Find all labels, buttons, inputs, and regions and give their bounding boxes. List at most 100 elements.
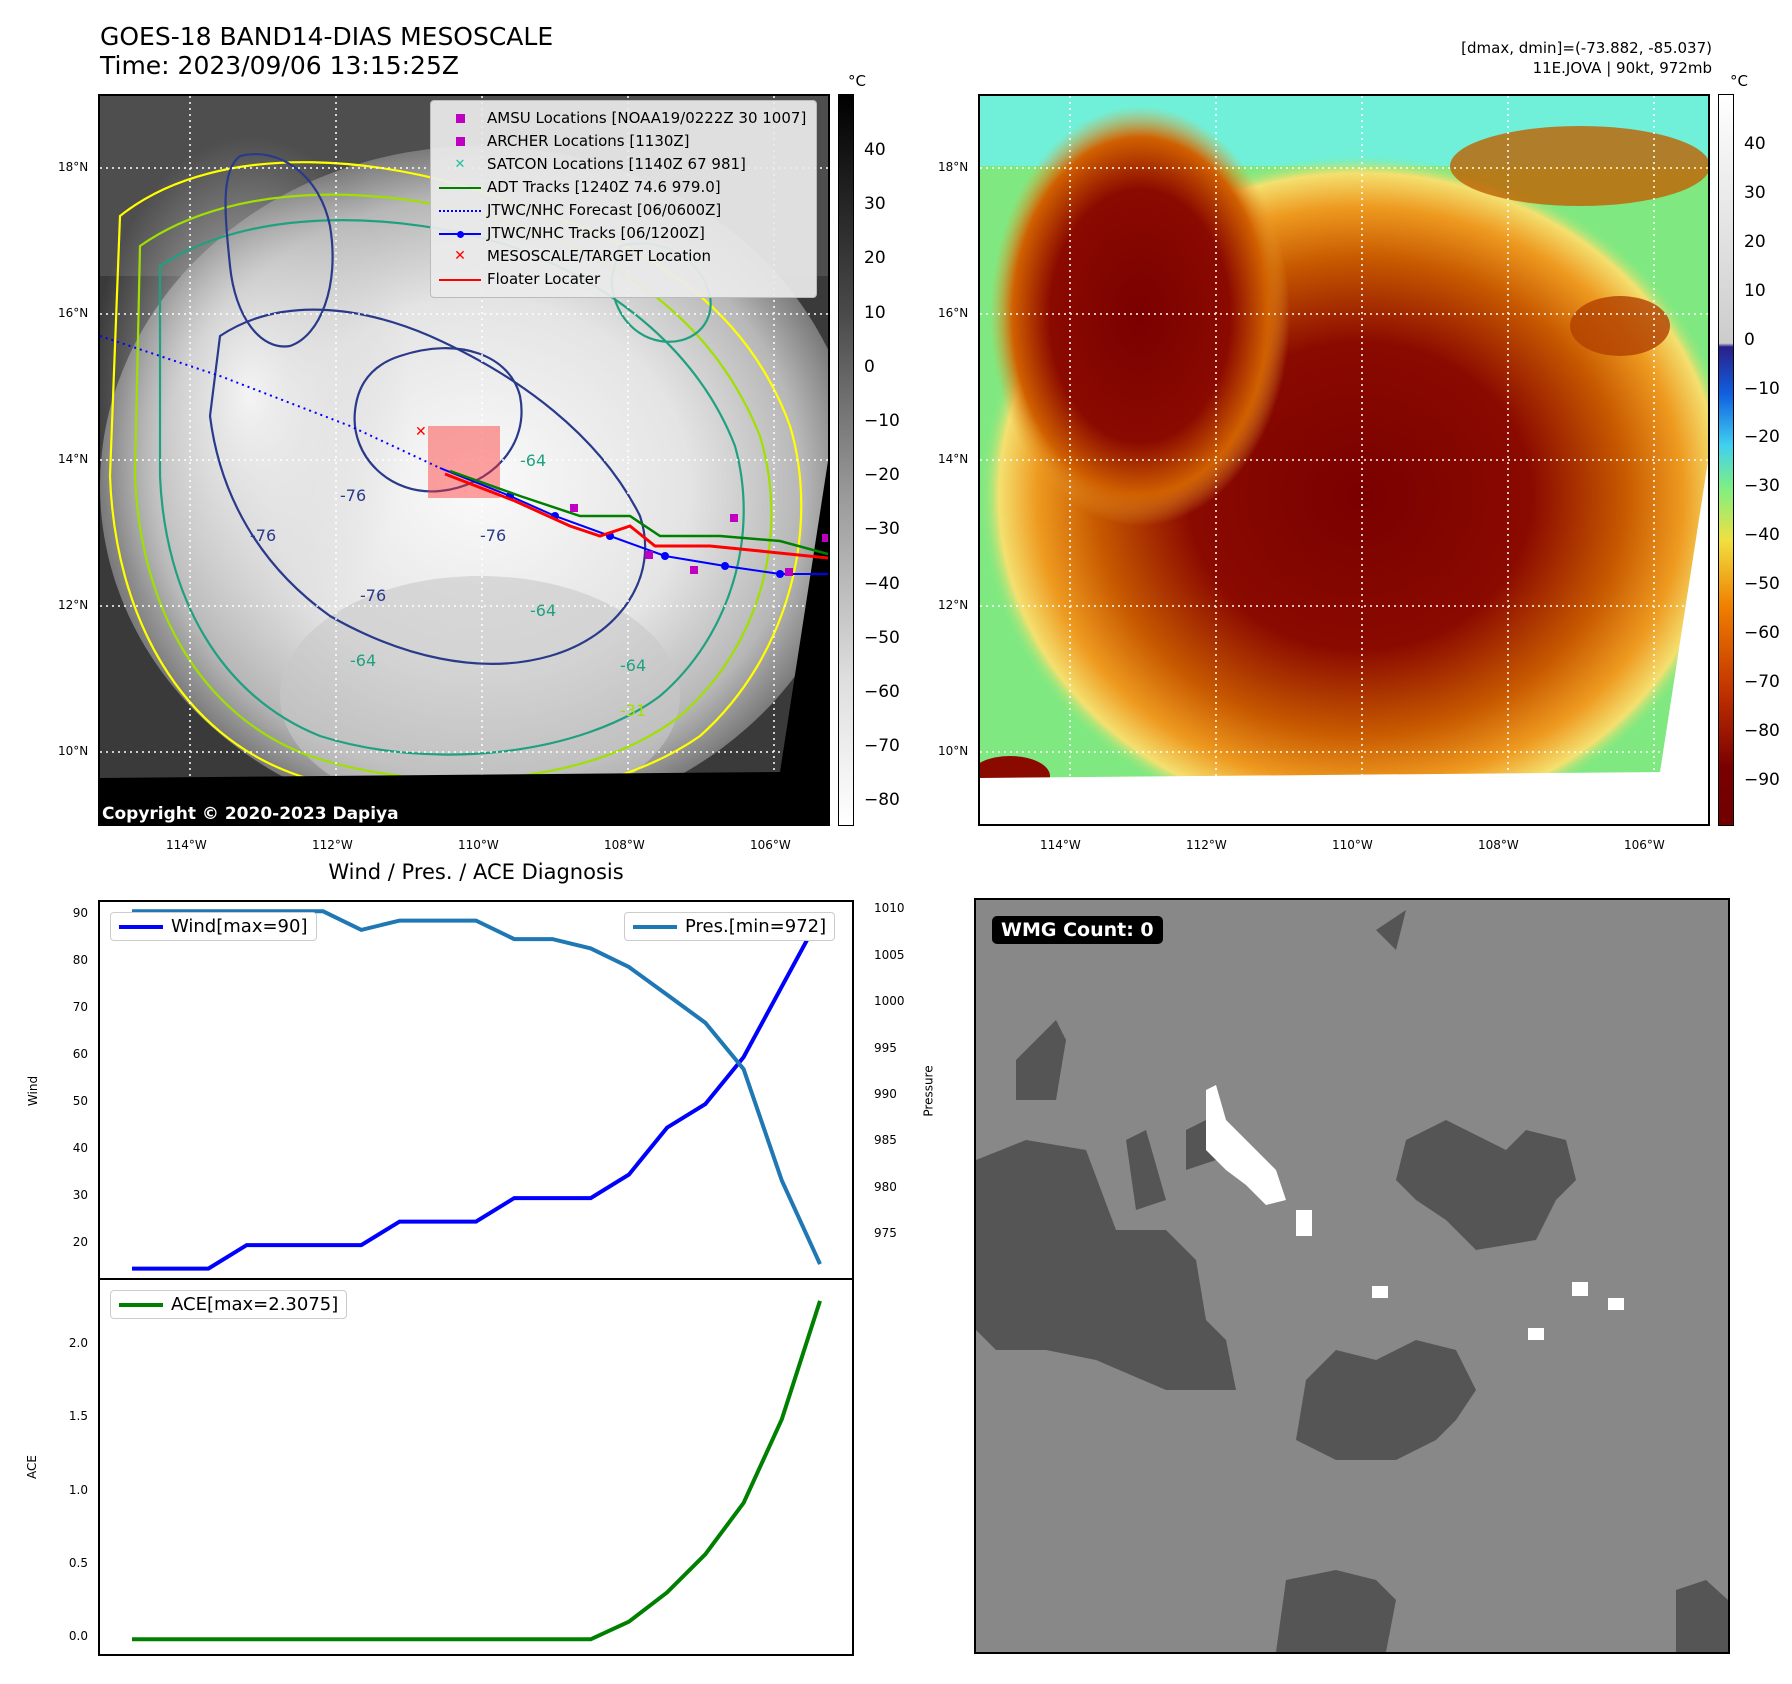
dmax-dmin-text: [dmax, dmin]=(-73.882, -85.037) <box>1461 39 1712 57</box>
lat-label: 18°N <box>58 160 89 174</box>
ace-chart-panel <box>98 1278 854 1656</box>
colorbar-tick: 0 <box>864 356 875 377</box>
storm-info: [dmax, dmin]=(-73.882, -85.037) 11E.JOVA… <box>1461 38 1712 78</box>
axis-tick-label: 50 <box>72 1094 88 1109</box>
colorbar-tick: −50 <box>864 627 900 648</box>
contour-label: -64 <box>620 656 646 675</box>
wind-axis-label: Wind <box>26 1075 41 1107</box>
legend-line-marker <box>439 181 481 195</box>
colorbar-tick: 40 <box>1744 134 1766 154</box>
wmg-panel <box>974 898 1730 1654</box>
legend-item-adt: ADT Tracks [1240Z 74.6 979.0] <box>439 176 806 199</box>
legend-square-marker <box>439 135 481 149</box>
axis-tick-label: 985 <box>874 1133 897 1148</box>
contour-label: -76 <box>360 586 386 605</box>
colorbar-tick: 20 <box>864 248 886 269</box>
axis-tick-label: 1000 <box>874 994 905 1009</box>
lon-label: 114°W <box>166 838 207 852</box>
ace-legend: ACE[max=2.3075] <box>110 1290 348 1319</box>
colorbar-tick: −30 <box>864 519 900 540</box>
lon-label: 106°W <box>1624 838 1665 852</box>
colorbar-tick: 30 <box>864 194 886 215</box>
colorbar-tick: 40 <box>864 140 886 160</box>
legend-dotted-marker <box>439 204 481 218</box>
wind-pres-chart <box>132 909 822 1271</box>
lat-label: 16°N <box>58 306 89 320</box>
ace-series-line <box>132 1300 822 1642</box>
figure-title: GOES-18 BAND14-DIAS MESOSCALE Time: 2023… <box>100 22 554 80</box>
contour-label: -64 <box>530 601 556 620</box>
colorbar-tick: −30 <box>1744 476 1780 497</box>
colorbar-tick: −70 <box>864 736 900 757</box>
axis-tick-label: 980 <box>874 1179 897 1194</box>
colorbar-left <box>838 94 854 826</box>
colorbar-right-unit: °C <box>1730 72 1748 90</box>
colorbar-tick: −20 <box>1744 427 1780 448</box>
wmg-count-badge: WMG Count: 0 <box>992 916 1163 944</box>
legend-x-marker: ✕ <box>454 157 466 172</box>
lon-label: 112°W <box>1186 838 1227 852</box>
axis-tick-label: 2.0 <box>68 1336 88 1350</box>
lon-label: 106°W <box>750 838 791 852</box>
axis-tick-label: 70 <box>72 1000 88 1015</box>
colorbar-left-unit: °C <box>848 72 866 90</box>
colorbar-tick: −20 <box>864 465 900 486</box>
axis-tick-label: 1010 <box>874 901 905 916</box>
axis-tick-label: 0.0 <box>68 1629 88 1644</box>
legend-item-archer: ARCHER Locations [1130Z] <box>439 130 806 153</box>
axis-tick-label: 1.5 <box>68 1409 88 1424</box>
legend-item-jtwc-track: JTWC/NHC Tracks [06/1200Z] <box>439 222 806 245</box>
axis-tick-label: 995 <box>874 1040 897 1055</box>
lon-label: 110°W <box>458 838 499 852</box>
lat-label: 18°N <box>938 160 969 174</box>
pressure-legend: Pres.[min=972] <box>624 912 836 941</box>
colorbar-tick: 20 <box>1744 231 1766 252</box>
lat-label: 10°N <box>938 744 969 758</box>
diagnosis-title: Wind / Pres. / ACE Diagnosis <box>328 860 624 884</box>
ace-legend-swatch <box>119 1302 163 1307</box>
legend-square-marker <box>439 112 481 126</box>
lat-label: 12°N <box>58 598 89 612</box>
lon-label: 108°W <box>604 838 645 852</box>
pressure-series-line <box>132 909 822 1265</box>
lon-label: 112°W <box>312 838 353 852</box>
lat-label: 10°N <box>58 744 89 758</box>
wind-legend-swatch <box>119 924 163 929</box>
pressure-axis-label: Pressure <box>921 1065 936 1117</box>
colorbar-tick: 10 <box>1744 280 1766 301</box>
contour-label: -76 <box>480 526 506 545</box>
lon-label: 114°W <box>1040 838 1081 852</box>
lat-label: 14°N <box>58 452 89 466</box>
ace-chart <box>132 1300 822 1642</box>
wind-series-line <box>132 915 822 1271</box>
axis-tick-label: 1.0 <box>68 1482 88 1497</box>
colorbar-tick: −60 <box>1744 623 1780 643</box>
axis-tick-label: 80 <box>72 953 88 968</box>
legend-x-marker: ✕ <box>454 248 466 264</box>
lat-label: 14°N <box>938 452 969 466</box>
lat-label: 12°N <box>938 598 969 612</box>
axis-tick-label: 1005 <box>874 947 905 962</box>
legend-item-floater: Floater Locater <box>439 268 806 291</box>
axis-tick-label: 20 <box>72 1235 88 1250</box>
colorbar-right <box>1718 94 1734 826</box>
wind-legend: Wind[max=90] <box>110 912 317 941</box>
copyright-text: Copyright © 2020-2023 Dapiya <box>102 804 399 824</box>
axis-tick-label: 990 <box>874 1086 897 1101</box>
legend-item-target: ✕ MESOSCALE/TARGET Location <box>439 245 806 268</box>
axis-tick-label: 90 <box>72 906 88 921</box>
axis-tick-label: 0.5 <box>68 1556 88 1570</box>
colorbar-tick: 0 <box>1744 329 1755 350</box>
ir-color-map-panel <box>978 94 1710 826</box>
contour-label: -31 <box>620 701 646 720</box>
axis-tick-label: 60 <box>72 1047 88 1062</box>
ace-axis-label: ACE <box>24 1455 39 1479</box>
legend-line-dot-marker <box>439 227 481 241</box>
colorbar-tick: 10 <box>864 302 886 323</box>
colorbar-tick: −80 <box>1744 720 1780 741</box>
map-legend: AMSU Locations [NOAA19/0222Z 30 1007] AR… <box>430 100 818 298</box>
legend-item-forecast: JTWC/NHC Forecast [06/0600Z] <box>439 199 806 222</box>
colorbar-tick: −10 <box>1744 378 1780 399</box>
axis-tick-label: 40 <box>72 1141 88 1156</box>
contour-label: -76 <box>250 526 276 545</box>
